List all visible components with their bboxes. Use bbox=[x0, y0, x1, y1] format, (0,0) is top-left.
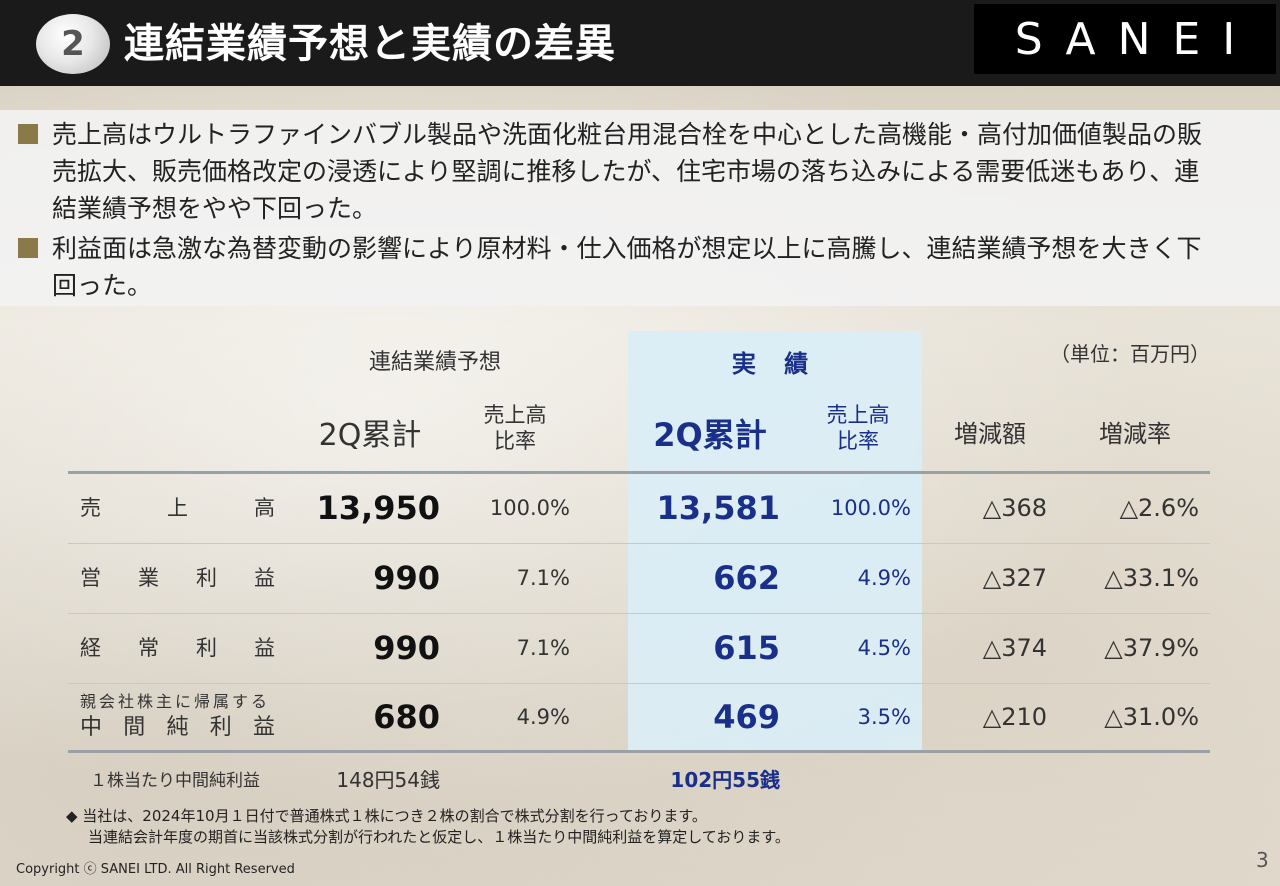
company-logo: SANEI bbox=[974, 4, 1276, 74]
forecast-value: 990 bbox=[373, 559, 440, 597]
logo-text: SANEI bbox=[1014, 13, 1258, 65]
actual-value: 662 bbox=[713, 559, 780, 597]
col-actual-ratio: 売上高 比率 bbox=[800, 402, 916, 454]
forecast-ratio: 7.1% bbox=[516, 566, 570, 590]
footnote-line: ◆ 当社は、2024年10月１日付で普通株式１株につき２株の割合で株式分割を行っ… bbox=[66, 807, 707, 825]
forecast-value: 13,950 bbox=[316, 489, 440, 527]
row-label: 経 常 利 益 bbox=[80, 613, 275, 683]
col-diff-amount: 増減額 bbox=[954, 420, 1026, 448]
actual-ratio: 100.0% bbox=[830, 496, 911, 520]
col-diff-rate: 増減率 bbox=[1099, 420, 1171, 448]
row-label-char: 利 bbox=[196, 636, 217, 660]
actual-ratio: 3.5% bbox=[857, 705, 911, 729]
row-label-char: 純 bbox=[166, 715, 189, 740]
forecast-ratio: 4.9% bbox=[516, 705, 570, 729]
row-label-char: 中 bbox=[80, 715, 103, 740]
eps-forecast: 148円54銭 bbox=[336, 768, 440, 792]
col-forecast-ratio-line2: 比率 bbox=[494, 429, 536, 453]
row-label-char: 利 bbox=[209, 715, 232, 740]
forecast-value: 990 bbox=[373, 629, 440, 667]
diff-amount: △368 bbox=[982, 494, 1047, 522]
actual-group-header: 実 績 bbox=[731, 350, 819, 378]
row-label-char: 高 bbox=[254, 496, 275, 520]
actual-ratio: 4.9% bbox=[857, 566, 911, 590]
row-label: 親会社株主に帰属する 中 間 純 利 益 bbox=[80, 682, 275, 752]
copyright: Copyright ⓒ SANEI LTD. All Right Reserve… bbox=[16, 862, 295, 877]
row-label-char: 常 bbox=[138, 636, 159, 660]
bullet-text: 利益面は急激な為替変動の影響により原材料・仕入価格が想定以上に高騰し、連結業績予… bbox=[52, 234, 1202, 300]
diff-rate: △33.1% bbox=[1104, 564, 1199, 592]
row-label-char: 間 bbox=[123, 715, 146, 740]
row-label-char: 上 bbox=[167, 496, 188, 520]
eps-label: １株当たり中間純利益 bbox=[90, 771, 260, 791]
bullet-item: 売上高はウルトラファインバブル製品や洗面化粧台用混合栓を中心とした高機能・高付加… bbox=[18, 116, 1212, 227]
actual-value: 469 bbox=[713, 698, 780, 736]
unit-label: （単位：百万円） bbox=[1050, 342, 1210, 366]
footnote-line: 当連結会計年度の期首に当該株式分割が行われたと仮定し、１株当たり中間純利益を算定… bbox=[88, 828, 790, 846]
summary-bullets: 売上高はウルトラファインバブル製品や洗面化粧台用混合栓を中心とした高機能・高付加… bbox=[0, 110, 1280, 306]
diff-rate: △2.6% bbox=[1119, 494, 1199, 522]
table-row: 営 業 利 益 990 7.1% 662 4.9% △327 △33.1% bbox=[0, 543, 1280, 613]
col-forecast-ratio: 売上高 比率 bbox=[460, 402, 570, 454]
bullet-square-icon bbox=[18, 124, 38, 144]
row-divider bbox=[68, 613, 1210, 614]
table-row: 経 常 利 益 990 7.1% 615 4.5% △374 △37.9% bbox=[0, 613, 1280, 683]
actual-value: 13,581 bbox=[656, 489, 780, 527]
col-actual-ratio-line1: 売上高 bbox=[826, 403, 890, 427]
row-label-char: 売 bbox=[80, 496, 101, 520]
row-label-char: 利 bbox=[196, 566, 217, 590]
bullet-text: 売上高はウルトラファインバブル製品や洗面化粧台用混合栓を中心とした高機能・高付加… bbox=[52, 120, 1203, 223]
row-label-char: 経 bbox=[80, 636, 101, 660]
col-forecast-2q: 2Q累計 bbox=[318, 418, 422, 453]
table-bottom-rule bbox=[68, 750, 1210, 753]
col-actual-2q: 2Q累計 bbox=[653, 416, 767, 454]
forecast-ratio: 100.0% bbox=[489, 496, 570, 520]
diff-amount: △374 bbox=[982, 634, 1047, 662]
col-forecast-ratio-line1: 売上高 bbox=[483, 403, 547, 427]
row-label: 売 上 高 bbox=[80, 473, 275, 543]
section-number-badge: 2 bbox=[36, 14, 110, 74]
row-divider bbox=[68, 683, 1210, 684]
page-number: 3 bbox=[1256, 848, 1269, 872]
actual-column-highlight bbox=[628, 331, 922, 751]
row-label: 営 業 利 益 bbox=[80, 543, 275, 613]
actual-ratio: 4.5% bbox=[857, 636, 911, 660]
row-label-char: 益 bbox=[252, 715, 275, 740]
col-actual-ratio-line2: 比率 bbox=[837, 429, 879, 453]
actual-value: 615 bbox=[713, 629, 780, 667]
diff-rate: △37.9% bbox=[1104, 634, 1199, 662]
row-label-main: 中 間 純 利 益 bbox=[80, 714, 275, 742]
row-label-char: 益 bbox=[254, 566, 275, 590]
footnote: ◆ 当社は、2024年10月１日付で普通株式１株につき２株の割合で株式分割を行っ… bbox=[66, 806, 790, 848]
row-label-char: 営 bbox=[80, 566, 101, 590]
forecast-value: 680 bbox=[373, 698, 440, 736]
table-row: 売 上 高 13,950 100.0% 13,581 100.0% △368 △… bbox=[0, 473, 1280, 543]
bullet-square-icon bbox=[18, 238, 38, 258]
row-divider bbox=[68, 543, 1210, 544]
row-label-char: 益 bbox=[254, 636, 275, 660]
row-label-small: 親会社株主に帰属する bbox=[80, 692, 271, 711]
forecast-group-header: 連結業績予想 bbox=[368, 350, 501, 375]
row-label-char: 業 bbox=[138, 566, 159, 590]
page-title: 連結業績予想と実績の差異 bbox=[124, 21, 616, 67]
table-row: 親会社株主に帰属する 中 間 純 利 益 680 4.9% 469 3.5% △… bbox=[0, 682, 1280, 752]
diff-amount: △210 bbox=[982, 703, 1047, 731]
forecast-ratio: 7.1% bbox=[516, 636, 570, 660]
header-bar: 2 連結業績予想と実績の差異 SANEI bbox=[0, 0, 1280, 86]
eps-actual: 102円55銭 bbox=[670, 768, 780, 792]
diff-rate: △31.0% bbox=[1104, 703, 1199, 731]
diff-amount: △327 bbox=[982, 564, 1047, 592]
bullet-item: 利益面は急激な為替変動の影響により原材料・仕入価格が想定以上に高騰し、連結業績予… bbox=[18, 230, 1212, 304]
table-top-rule bbox=[68, 471, 1210, 474]
